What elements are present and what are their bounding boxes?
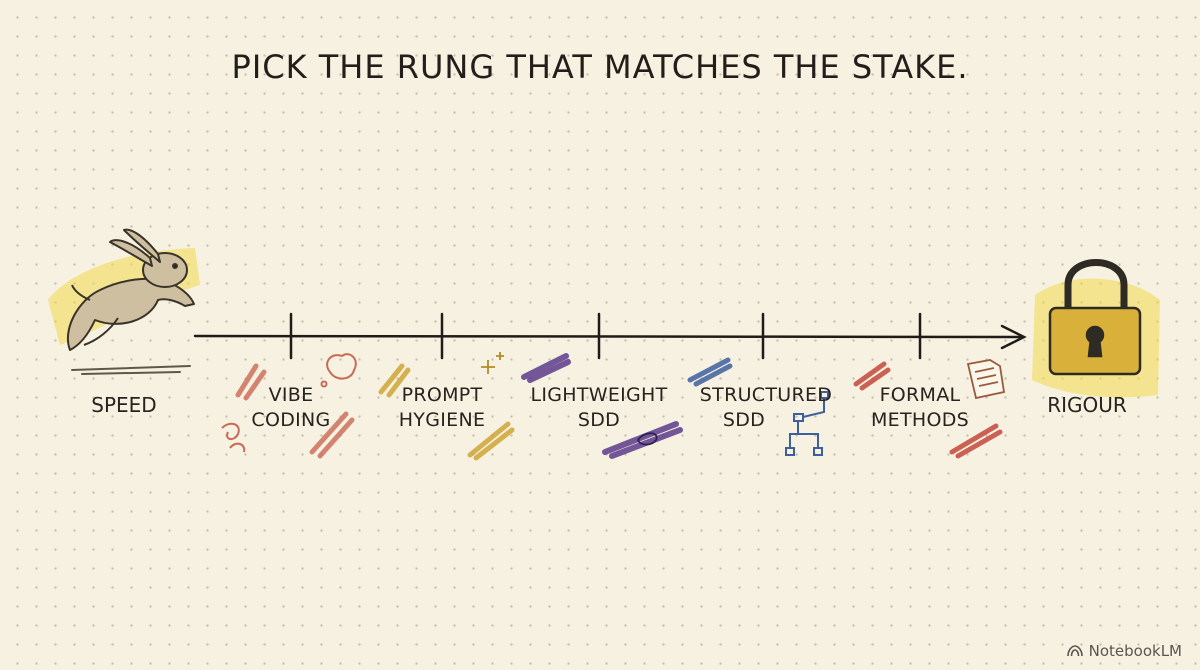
rung-label-line1: LIGHTWEIGHT <box>530 384 668 406</box>
watermark: NotebookLM <box>1066 642 1182 660</box>
rung-label-prompt-hygiene: PROMPT HYGIENE <box>387 383 497 433</box>
rung-label-line1: STRUCTURED <box>699 384 833 406</box>
tick-marks <box>289 312 922 360</box>
rabbit-icon <box>67 228 195 351</box>
rung-label-line2: CODING <box>251 409 331 431</box>
rung-label-line2: SDD <box>577 409 621 431</box>
rung-label-lightweight-sdd: LIGHTWEIGHT SDD <box>524 383 674 433</box>
rung-label-formal-methods: FORMAL METHODS <box>862 383 978 433</box>
document-icon <box>966 359 1006 400</box>
loop-icon <box>637 432 658 446</box>
prompt-hygiene-strokes <box>378 363 515 461</box>
speed-label: SPEED <box>91 393 157 417</box>
rung-label-line2: HYGIENE <box>398 409 486 431</box>
watermark-text: NotebookLM <box>1088 642 1182 660</box>
thought-bubble-icon <box>320 353 357 388</box>
axis <box>193 324 1027 350</box>
rung-label-line1: VIBE <box>268 384 314 406</box>
swirl-icon <box>221 422 246 453</box>
sparkle-icon <box>481 352 504 374</box>
rigour-label: RIGOUR <box>1047 393 1127 417</box>
rung-label-structured-sdd: STRUCTURED SDD <box>695 383 837 433</box>
rung-label-vibe-coding: VIBE CODING <box>241 383 341 433</box>
page-title: PICK THE RUNG THAT MATCHES THE STAKE. <box>231 48 969 86</box>
rung-label-line2: METHODS <box>870 409 970 431</box>
rung-label-line1: PROMPT <box>401 384 483 406</box>
notebooklm-logo-icon <box>1066 645 1083 657</box>
rung-label-line2: SDD <box>722 409 766 431</box>
vibe-coding-strokes <box>235 363 355 459</box>
flowchart-icon <box>785 391 829 456</box>
structured-sdd-strokes <box>687 357 733 387</box>
rung-label-line1: FORMAL <box>879 384 961 406</box>
formal-methods-strokes <box>853 361 1003 459</box>
padlock-icon <box>1048 259 1142 376</box>
motion-lines <box>71 365 191 375</box>
